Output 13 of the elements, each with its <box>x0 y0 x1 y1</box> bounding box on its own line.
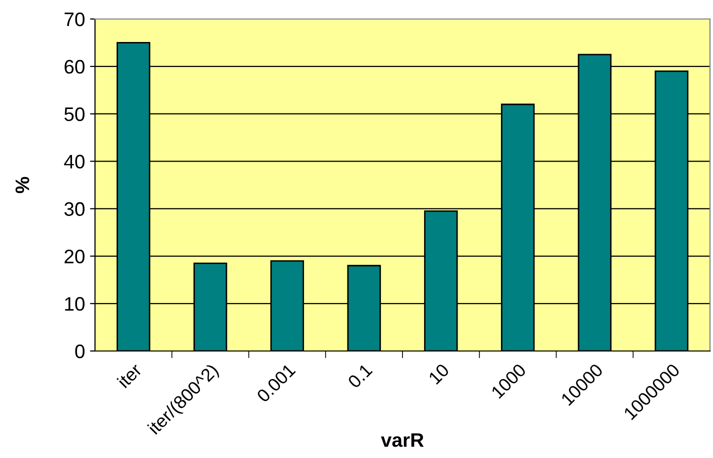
x-tick-label: iter <box>116 362 143 388</box>
y-tick-label: 40 <box>64 154 85 169</box>
y-tick-label: 50 <box>64 107 85 122</box>
y-axis-title: % <box>16 176 30 194</box>
x-tick-label: 0.1 <box>347 363 373 389</box>
y-tick-label: 60 <box>64 60 85 74</box>
y-tick-label: 70 <box>64 12 85 26</box>
x-axis-title: varR <box>380 433 424 447</box>
y-tick-label: 0 <box>75 344 85 358</box>
y-tick-label: 10 <box>65 297 85 311</box>
y-tick-label: 20 <box>64 250 85 264</box>
y-tick-label: 30 <box>64 202 85 216</box>
x-tick-label: 10 <box>428 362 450 385</box>
